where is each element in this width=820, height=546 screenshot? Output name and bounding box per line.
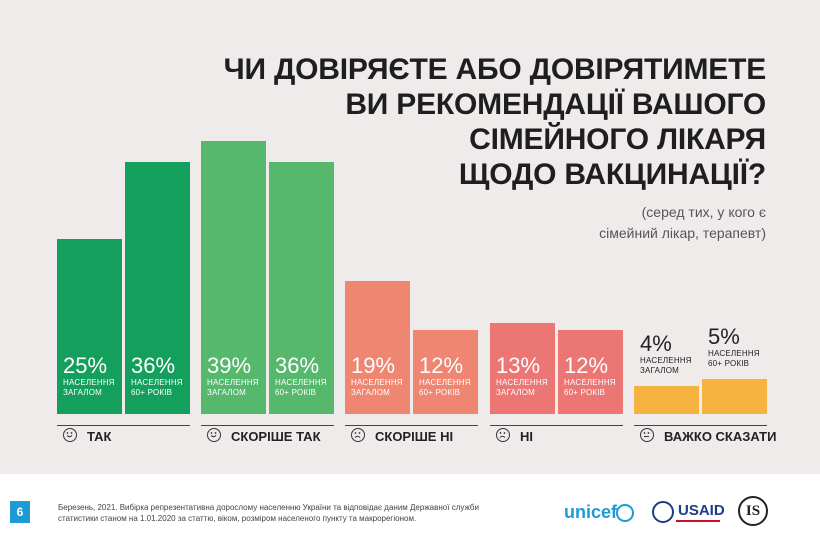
series-label: НАСЕЛЕННЯ	[63, 378, 115, 387]
series-label: НАСЕЛЕННЯ	[496, 378, 548, 387]
usaid-seal-icon	[652, 501, 674, 523]
category-label: СКОРІШЕ ТАК	[201, 425, 334, 446]
value-label: 4%	[640, 331, 672, 356]
bar-label: 5% НАСЕЛЕННЯ 60+ РОКІВ	[708, 325, 760, 369]
value-label: 39%	[207, 353, 252, 378]
series-label: ЗАГАЛОМ	[640, 366, 680, 375]
bar-label: 36% НАСЕЛЕННЯ 60+ РОКІВ	[275, 354, 327, 398]
footer: 6 Березень, 2021. Вибірка репрезентативн…	[0, 474, 820, 546]
neutral-face-icon	[640, 428, 654, 442]
category-divider	[57, 425, 190, 426]
value-label: 13%	[496, 353, 541, 378]
series-label: ЗАГАЛОМ	[207, 388, 247, 397]
bar-label: 25% НАСЕЛЕННЯ ЗАГАЛОМ	[63, 354, 115, 398]
bar	[490, 323, 555, 414]
category-divider	[201, 425, 334, 426]
category-label: НІ	[490, 425, 623, 446]
series-label: НАСЕЛЕННЯ	[131, 378, 183, 387]
frown-face-icon	[496, 428, 510, 442]
value-label: 12%	[419, 353, 464, 378]
smile-face-icon	[63, 428, 77, 442]
value-label: 25%	[63, 353, 108, 378]
title-line: СІМЕЙНОГО ЛІКАРЯ	[469, 123, 766, 156]
series-label: НАСЕЛЕННЯ	[207, 378, 259, 387]
bar	[125, 162, 190, 414]
footnote: Березень, 2021. Вибірка репрезентативна …	[58, 503, 479, 523]
series-label: 60+ РОКІВ	[419, 388, 461, 397]
bar	[57, 239, 122, 414]
usaid-logo: USAID	[678, 502, 725, 519]
bar	[634, 386, 699, 414]
category-name: ТАК	[87, 429, 112, 444]
title-line: ВИ РЕКОМЕНДАЦІЇ ВАШОГО	[345, 88, 766, 121]
bar	[558, 330, 623, 414]
series-label: 60+ РОКІВ	[131, 388, 173, 397]
bar	[413, 330, 478, 414]
category-name: СКОРІШЕ ТАК	[231, 429, 321, 444]
bar	[269, 162, 334, 414]
is-logo: IS	[738, 496, 768, 526]
category-name: НІ	[520, 429, 533, 444]
bar-label: 19% НАСЕЛЕННЯ ЗАГАЛОМ	[351, 354, 403, 398]
page-number: 6	[10, 501, 30, 523]
category-divider	[490, 425, 623, 426]
smile-face-icon	[207, 428, 221, 442]
category-name: ВАЖКО СКАЗАТИ	[664, 429, 777, 444]
usaid-underline	[676, 520, 720, 522]
category-divider	[345, 425, 478, 426]
value-label: 36%	[275, 353, 320, 378]
bar-label: 13% НАСЕЛЕННЯ ЗАГАЛОМ	[496, 354, 548, 398]
bar-label: 12% НАСЕЛЕННЯ 60+ РОКІВ	[419, 354, 471, 398]
series-label: ЗАГАЛОМ	[496, 388, 536, 397]
subtitle: (серед тих, у кого є сімейний лікар, тер…	[466, 202, 766, 244]
category-name: СКОРІШЕ НІ	[375, 429, 454, 444]
title-line: ЧИ ДОВІРЯЄТЕ АБО ДОВІРЯТИМЕТЕ	[223, 53, 767, 86]
value-label: 5%	[708, 324, 740, 349]
frown-face-icon	[351, 428, 365, 442]
subtitle-line: сімейний лікар, терапевт)	[599, 225, 766, 241]
series-label: НАСЕЛЕННЯ	[275, 378, 327, 387]
series-label: НАСЕЛЕННЯ	[351, 378, 403, 387]
title-line: ЩОДО ВАКЦИНАЦІЇ?	[458, 158, 766, 191]
category-label: ВАЖКО СКАЗАТИ	[634, 425, 776, 446]
bar	[201, 141, 266, 414]
series-label: 60+ РОКІВ	[564, 388, 606, 397]
bar-label: 12% НАСЕЛЕННЯ 60+ РОКІВ	[564, 354, 616, 398]
value-label: 36%	[131, 353, 176, 378]
category-label: СКОРІШЕ НІ	[345, 425, 478, 446]
bar-label: 4% НАСЕЛЕННЯ ЗАГАЛОМ	[640, 332, 692, 376]
series-label: 60+ РОКІВ	[708, 359, 750, 368]
category-label: ТАК	[57, 425, 190, 446]
series-label: НАСЕЛЕННЯ	[564, 378, 616, 387]
series-label: ЗАГАЛОМ	[351, 388, 391, 397]
bar	[702, 379, 767, 414]
value-label: 12%	[564, 353, 609, 378]
bar-label: 36% НАСЕЛЕННЯ 60+ РОКІВ	[131, 354, 183, 398]
bar	[345, 281, 410, 414]
subtitle-line: (серед тих, у кого є	[641, 204, 766, 220]
unicef-globe-icon	[616, 504, 634, 522]
series-label: 60+ РОКІВ	[275, 388, 317, 397]
series-label: ЗАГАЛОМ	[63, 388, 103, 397]
series-label: НАСЕЛЕННЯ	[419, 378, 471, 387]
bar-chart	[57, 141, 767, 414]
category-divider	[634, 425, 767, 426]
unicef-logo: unicef	[564, 502, 618, 522]
series-label: НАСЕЛЕННЯ	[640, 356, 692, 365]
value-label: 19%	[351, 353, 396, 378]
bar-label: 39% НАСЕЛЕННЯ ЗАГАЛОМ	[207, 354, 259, 398]
page-title: ЧИ ДОВІРЯЄТЕ АБО ДОВІРЯТИМЕТЕ ВИ РЕКОМЕН…	[206, 52, 767, 192]
series-label: НАСЕЛЕННЯ	[708, 349, 760, 358]
